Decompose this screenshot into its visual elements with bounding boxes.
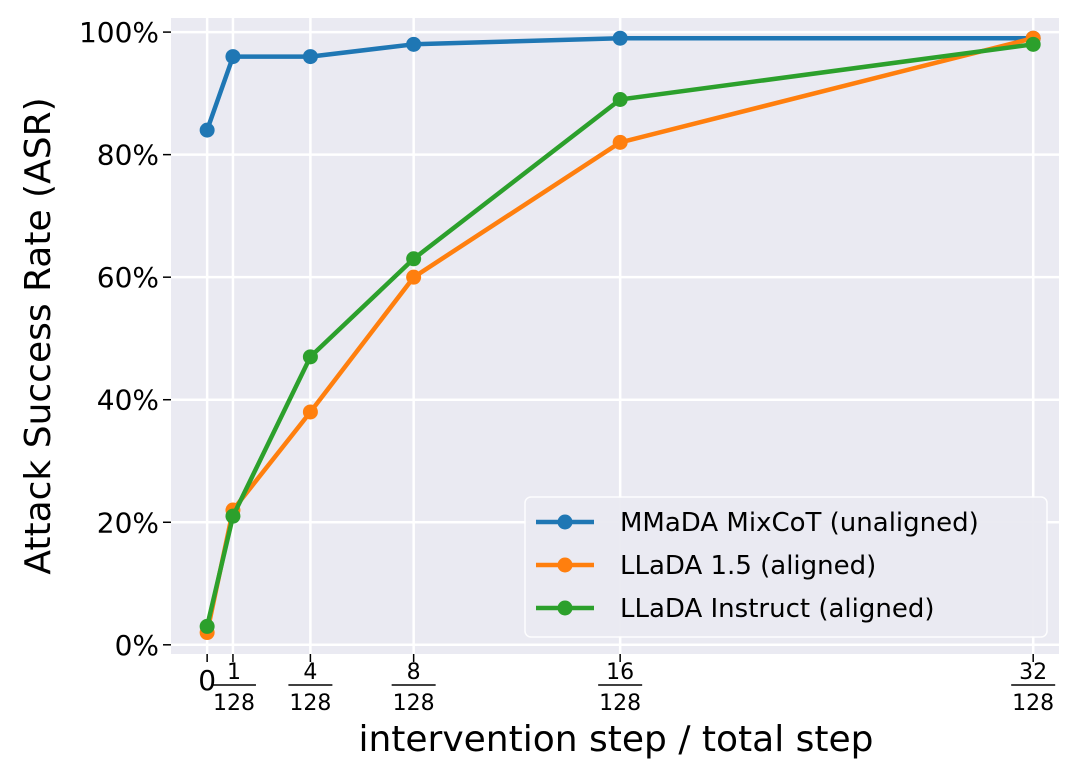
x-tick-denominator: 128 <box>1012 691 1054 716</box>
y-tick-label: 100% <box>79 16 159 49</box>
data-point <box>199 618 215 634</box>
data-point <box>1025 36 1041 52</box>
data-point <box>302 404 318 420</box>
data-point <box>302 349 318 365</box>
y-tick-label: 60% <box>97 261 159 294</box>
data-point <box>612 30 628 46</box>
data-point <box>225 49 241 65</box>
x-tick-numerator: 16 <box>606 660 634 685</box>
x-tick-label: 0 <box>198 664 216 697</box>
series-line <box>204 42 1034 627</box>
data-point <box>302 49 318 65</box>
data-point <box>406 269 422 285</box>
y-axis-ticks: 0% 20% 40% 60% 80% 100% <box>79 16 171 662</box>
x-tick-numerator: 4 <box>303 660 317 685</box>
y-axis-title: Attack Success Rate (ASR) <box>18 97 59 574</box>
series-2 <box>199 36 1041 634</box>
legend: MMaDA MixCoT (unaligned) LLaDA 1.5 (align… <box>524 496 1048 638</box>
x-tick-denominator: 128 <box>213 691 255 716</box>
data-point <box>225 508 241 524</box>
x-tick-denominator: 128 <box>289 691 331 716</box>
legend-marker <box>557 600 573 616</box>
data-point <box>612 91 628 107</box>
data-point <box>612 134 628 150</box>
y-tick-label: 0% <box>115 629 159 662</box>
legend-marker <box>557 514 573 530</box>
x-tick-numerator: 1 <box>227 660 241 685</box>
series-group <box>199 30 1041 641</box>
data-point <box>406 251 422 267</box>
y-tick-label: 20% <box>97 506 159 539</box>
legend-label: MMaDA MixCoT (unaligned) <box>620 508 979 538</box>
x-axis-ticks: 0 1 128 4 128 8 128 16 128 32 128 <box>198 654 1056 716</box>
series-line <box>204 35 1034 131</box>
y-tick-label: 80% <box>97 139 159 172</box>
data-point <box>406 36 422 52</box>
x-tick-denominator: 128 <box>599 691 641 716</box>
x-tick-numerator: 8 <box>407 660 421 685</box>
legend-box <box>524 496 1048 638</box>
x-tick-denominator: 128 <box>393 691 435 716</box>
legend-label: LLaDA Instruct (aligned) <box>620 594 934 624</box>
x-axis-title: intervention step / total step <box>358 719 873 760</box>
legend-marker <box>557 557 573 573</box>
legend-label: LLaDA 1.5 (aligned) <box>620 551 876 581</box>
y-tick-label: 40% <box>97 384 159 417</box>
data-point <box>199 122 215 138</box>
x-tick-numerator: 32 <box>1019 660 1047 685</box>
